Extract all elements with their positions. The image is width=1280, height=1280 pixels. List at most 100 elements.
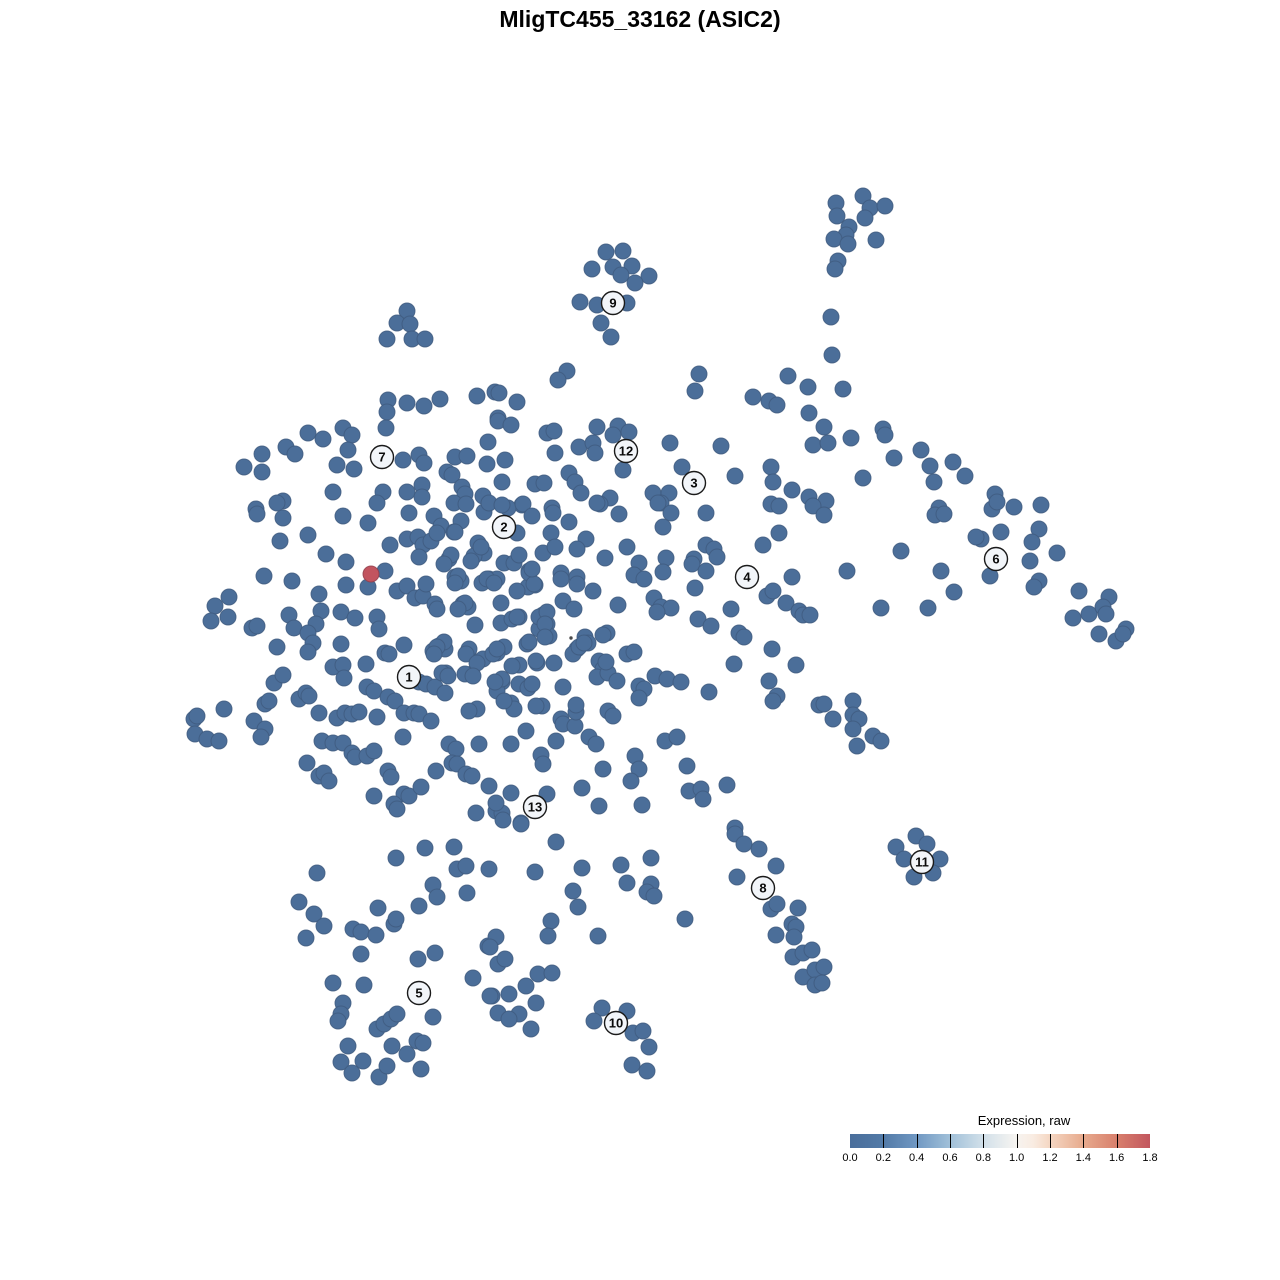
data-point — [683, 555, 701, 573]
data-point — [630, 689, 648, 707]
cluster-label-number: 9 — [609, 296, 616, 311]
legend-tick-line — [1050, 1134, 1051, 1148]
data-point — [545, 654, 563, 672]
data-point — [622, 772, 640, 790]
data-point — [552, 570, 570, 588]
data-point — [767, 926, 785, 944]
data-point — [573, 859, 591, 877]
legend-tick-label: 1.2 — [1042, 1152, 1058, 1164]
data-point — [640, 1038, 658, 1056]
data-point — [398, 577, 416, 595]
data-point — [525, 575, 543, 593]
data-point — [337, 553, 355, 571]
cluster-label-number: 13 — [528, 800, 542, 815]
legend-tick-line — [950, 1134, 951, 1148]
data-point — [614, 242, 632, 260]
legend-tick-line — [1083, 1134, 1084, 1148]
data-point — [394, 728, 412, 746]
data-point — [872, 732, 890, 750]
data-point — [268, 494, 286, 512]
data-point — [803, 941, 821, 959]
data-point — [486, 673, 504, 691]
data-point — [368, 494, 386, 512]
data-point — [481, 938, 499, 956]
data-point — [502, 416, 520, 434]
data-point — [488, 640, 506, 658]
data-point — [912, 441, 930, 459]
data-point — [623, 1056, 641, 1074]
data-point — [822, 308, 840, 326]
data-point — [496, 950, 514, 968]
data-point — [298, 754, 316, 772]
data-point — [508, 608, 526, 626]
data-point — [770, 497, 788, 515]
data-point — [428, 524, 446, 542]
data-point — [570, 438, 588, 456]
data-point — [337, 576, 355, 594]
data-point — [588, 494, 606, 512]
data-point — [493, 496, 511, 514]
data-point — [608, 672, 626, 690]
data-point — [219, 608, 237, 626]
data-point — [253, 463, 271, 481]
legend-tick-label: 0.2 — [875, 1152, 891, 1164]
data-point — [596, 549, 614, 567]
data-point — [457, 857, 475, 875]
data-point — [630, 760, 648, 778]
data-point — [415, 397, 433, 415]
data-point — [694, 790, 712, 808]
data-point — [410, 548, 428, 566]
data-point — [510, 546, 528, 564]
data-point — [522, 1020, 540, 1038]
data-point — [640, 267, 658, 285]
data-point — [299, 424, 317, 442]
data-point — [988, 493, 1006, 511]
data-point — [500, 1010, 518, 1028]
data-point — [626, 274, 644, 292]
data-point — [931, 850, 949, 868]
data-point — [542, 524, 560, 542]
data-point — [623, 257, 641, 275]
data-point — [560, 513, 578, 531]
cluster-label-number: 7 — [378, 450, 385, 465]
data-point — [620, 423, 638, 441]
data-point — [686, 382, 704, 400]
data-point — [299, 643, 317, 661]
data-point — [764, 473, 782, 491]
data-point — [618, 538, 636, 556]
data-point — [763, 640, 781, 658]
data-point — [768, 396, 786, 414]
data-point — [654, 518, 672, 536]
data-point — [412, 778, 430, 796]
cluster-label-number: 1 — [405, 670, 412, 685]
data-point — [539, 927, 557, 945]
data-point — [274, 666, 292, 684]
data-point — [310, 585, 328, 603]
data-point — [502, 784, 520, 802]
data-point — [368, 708, 386, 726]
data-point — [649, 494, 667, 512]
data-point — [635, 570, 653, 588]
cluster-label-number: 8 — [759, 881, 766, 896]
data-point — [367, 926, 385, 944]
data-point — [697, 504, 715, 522]
legend-tick-line — [1017, 1134, 1018, 1148]
data-point — [585, 1012, 603, 1030]
data-point — [388, 800, 406, 818]
data-point — [517, 977, 535, 995]
data-point — [472, 538, 490, 556]
data-point — [610, 505, 628, 523]
cluster-label-circle — [681, 470, 707, 496]
data-point — [735, 628, 753, 646]
data-point — [460, 702, 478, 720]
data-point — [819, 434, 837, 452]
data-point — [514, 495, 532, 513]
data-point — [567, 696, 585, 714]
data-point — [867, 231, 885, 249]
data-point — [645, 887, 663, 905]
cluster-label-circle — [603, 1010, 629, 1036]
data-point — [536, 628, 554, 646]
data-point — [956, 467, 974, 485]
data-point — [493, 473, 511, 491]
